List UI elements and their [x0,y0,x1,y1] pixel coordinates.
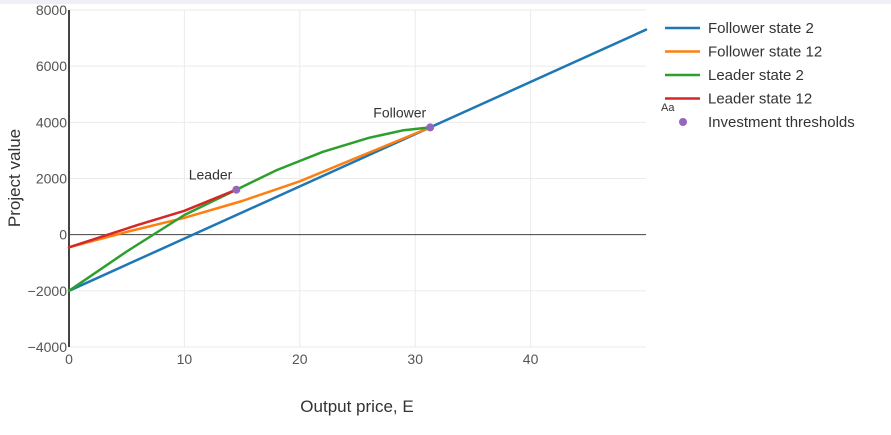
series-group [67,28,648,293]
legend[interactable]: Follower state 2 Follower state 12 Leader … [661,20,855,131]
markers-group [232,123,435,194]
legend-item[interactable]: Follower state 12 [665,44,822,61]
legend-item[interactable]: Follower state 2 [665,20,814,37]
grid [69,9,646,348]
x-axis-title: Output price, E [300,397,413,416]
y-axis-title: Project value [5,129,24,227]
top-strip [0,0,891,4]
x-tick-label: 40 [523,351,539,367]
series-line [67,188,238,249]
legend-label: Leader state 12 [708,91,812,108]
y-tick-label: 6000 [36,58,67,74]
legend-marker-swatch [679,118,687,126]
threshold-marker [426,123,435,132]
annotation-label: Follower [373,104,426,120]
legend-item[interactable]: Leader state 12 [665,91,812,108]
series-line [67,126,432,249]
y-tick-label: −2000 [28,283,68,299]
legend-label: Follower state 12 [708,44,822,61]
legend-label: Investment thresholds [708,114,855,131]
y-tick-label: 0 [59,227,67,243]
annotation-label: Leader [189,167,233,183]
x-tick-label: 30 [407,351,423,367]
y-tick-label: 2000 [36,171,67,187]
x-tick-label: 0 [65,351,73,367]
legend-item[interactable]: Leader state 2 [665,67,804,84]
series-line [67,126,432,293]
legend-label: Follower state 2 [708,20,814,37]
y-tick-label: 4000 [36,114,67,130]
annotations-group: Leader Follower [189,104,427,182]
legend-item[interactable]: Investment thresholds [679,114,855,131]
y-tick-label: −4000 [28,339,68,355]
x-tick-label: 10 [177,351,193,367]
threshold-marker [232,185,241,194]
x-tick-label: 20 [292,351,308,367]
y-tick-label: 8000 [36,2,67,18]
legend-aa-label: Aa [661,102,675,114]
legend-label: Leader state 2 [708,67,804,84]
tick-labels: 0 10 20 30 40 −4000 −2000 0 2000 4000 6000 8000 [28,2,539,367]
series-line [67,28,648,293]
